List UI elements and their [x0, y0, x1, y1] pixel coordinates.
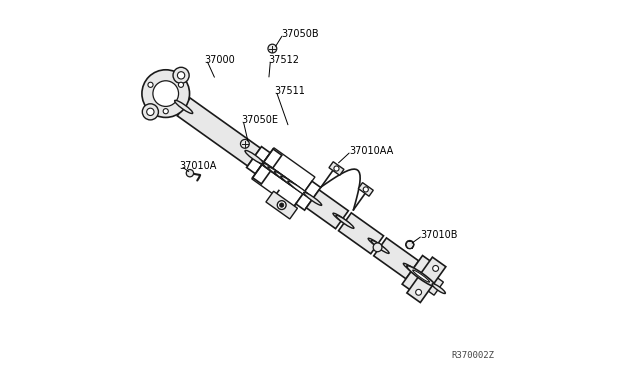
Ellipse shape: [406, 266, 436, 286]
Circle shape: [142, 70, 189, 118]
Ellipse shape: [275, 171, 304, 193]
Circle shape: [186, 170, 193, 177]
Ellipse shape: [333, 213, 351, 226]
Text: 37010B: 37010B: [420, 231, 458, 240]
Polygon shape: [246, 147, 270, 174]
Circle shape: [179, 82, 184, 87]
Circle shape: [142, 104, 159, 120]
Polygon shape: [329, 162, 344, 175]
Circle shape: [268, 44, 276, 53]
Ellipse shape: [175, 100, 193, 113]
Circle shape: [277, 201, 286, 209]
Polygon shape: [358, 183, 373, 196]
Text: 37000: 37000: [205, 55, 236, 65]
Circle shape: [364, 187, 369, 192]
Text: 37010A: 37010A: [179, 161, 216, 171]
Polygon shape: [339, 213, 383, 254]
Polygon shape: [307, 190, 348, 229]
Ellipse shape: [288, 181, 314, 200]
Circle shape: [406, 241, 414, 248]
Circle shape: [177, 72, 185, 79]
Circle shape: [163, 109, 168, 114]
Polygon shape: [253, 149, 282, 184]
Polygon shape: [374, 238, 419, 279]
Polygon shape: [266, 191, 298, 219]
Circle shape: [334, 166, 339, 171]
Text: R370002Z: R370002Z: [451, 351, 494, 360]
Ellipse shape: [432, 284, 445, 294]
Ellipse shape: [371, 240, 389, 253]
Text: 37050E: 37050E: [241, 115, 278, 125]
Ellipse shape: [303, 192, 322, 205]
Circle shape: [153, 81, 179, 106]
Circle shape: [433, 266, 438, 271]
Text: 37050B: 37050B: [282, 29, 319, 39]
Ellipse shape: [245, 150, 263, 164]
Ellipse shape: [413, 270, 429, 282]
Text: 37511: 37511: [274, 86, 305, 96]
Ellipse shape: [262, 163, 292, 185]
Ellipse shape: [336, 215, 354, 228]
Circle shape: [280, 203, 284, 207]
Polygon shape: [407, 257, 446, 302]
Polygon shape: [177, 98, 260, 166]
Ellipse shape: [268, 167, 299, 189]
Text: 37010AA: 37010AA: [349, 146, 394, 156]
Polygon shape: [296, 181, 321, 210]
Polygon shape: [419, 272, 444, 295]
Polygon shape: [402, 256, 435, 292]
Ellipse shape: [403, 263, 421, 276]
Circle shape: [415, 289, 422, 295]
Circle shape: [241, 140, 249, 148]
Circle shape: [148, 82, 153, 87]
Ellipse shape: [368, 238, 386, 251]
Ellipse shape: [257, 159, 286, 180]
Ellipse shape: [281, 176, 310, 197]
Circle shape: [173, 67, 189, 83]
Circle shape: [147, 108, 154, 116]
Circle shape: [373, 243, 382, 252]
Ellipse shape: [252, 155, 280, 175]
Text: 37512: 37512: [269, 55, 300, 65]
